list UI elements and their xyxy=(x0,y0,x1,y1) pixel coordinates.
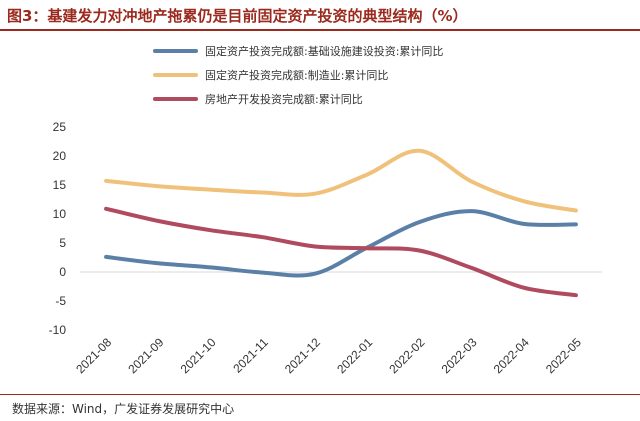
series-line-3 xyxy=(104,206,578,298)
footer-divider xyxy=(0,394,640,395)
x-tick-label-8: 2022-03 xyxy=(439,335,480,376)
y-tick-label-2: 20 xyxy=(53,149,67,163)
y-tick-label-7: -5 xyxy=(55,294,66,308)
chart-title: 图3：基建发力对冲地产拖累仍是目前固定资产投资的典型结构（%） xyxy=(7,7,468,25)
title-divider xyxy=(0,29,640,31)
x-tick-label-1: 2021-08 xyxy=(73,335,114,376)
y-tick-label-1: 25 xyxy=(53,120,67,134)
y-tick-label-3: 15 xyxy=(53,178,67,192)
chart-title-bar: 图3：基建发力对冲地产拖累仍是目前固定资产投资的典型结构（%） xyxy=(0,0,640,31)
x-tick-label-3: 2021-10 xyxy=(178,335,219,376)
source-note: 数据来源：Wind，广发证券发展研究中心 xyxy=(12,402,235,416)
x-tick-label-10: 2022-05 xyxy=(543,335,584,376)
series-line-1 xyxy=(104,209,578,278)
y-tick-label-5: 5 xyxy=(59,236,66,250)
y-tick-label-6: 0 xyxy=(59,265,66,279)
series-line-2 xyxy=(104,148,578,213)
x-tick-label-7: 2022-02 xyxy=(386,335,427,376)
line-chart: 固定资产投资完成额:基础设施建设投资:累计同比固定资产投资完成额:制造业:累计同… xyxy=(49,44,602,376)
x-tick-label-4: 2021-11 xyxy=(230,335,271,376)
legend-label-3: 房地产开发投资完成额:累计同比 xyxy=(205,92,363,106)
y-tick-label-8: -10 xyxy=(49,323,67,337)
x-axis: 2021-08 2021-09 2021-10 2021-11 2021-12 2022-… xyxy=(73,335,584,376)
legend-label-1: 固定资产投资完成额:基础设施建设投资:累计同比 xyxy=(205,44,443,58)
x-tick-label-9: 2022-04 xyxy=(491,335,532,376)
x-tick-label-6: 2022-01 xyxy=(334,335,375,376)
legend-label-2: 固定资产投资完成额:制造业:累计同比 xyxy=(205,68,388,82)
y-tick-label-4: 10 xyxy=(53,207,67,221)
x-tick-label-5: 2021-12 xyxy=(282,335,323,376)
x-tick-label-2: 2021-09 xyxy=(125,335,166,376)
chart-series xyxy=(104,148,578,298)
y-axis: 25 20 15 10 5 0 -5 -10 xyxy=(49,120,67,337)
chart-legend: 固定资产投资完成额:基础设施建设投资:累计同比固定资产投资完成额:制造业:累计同… xyxy=(153,44,443,106)
